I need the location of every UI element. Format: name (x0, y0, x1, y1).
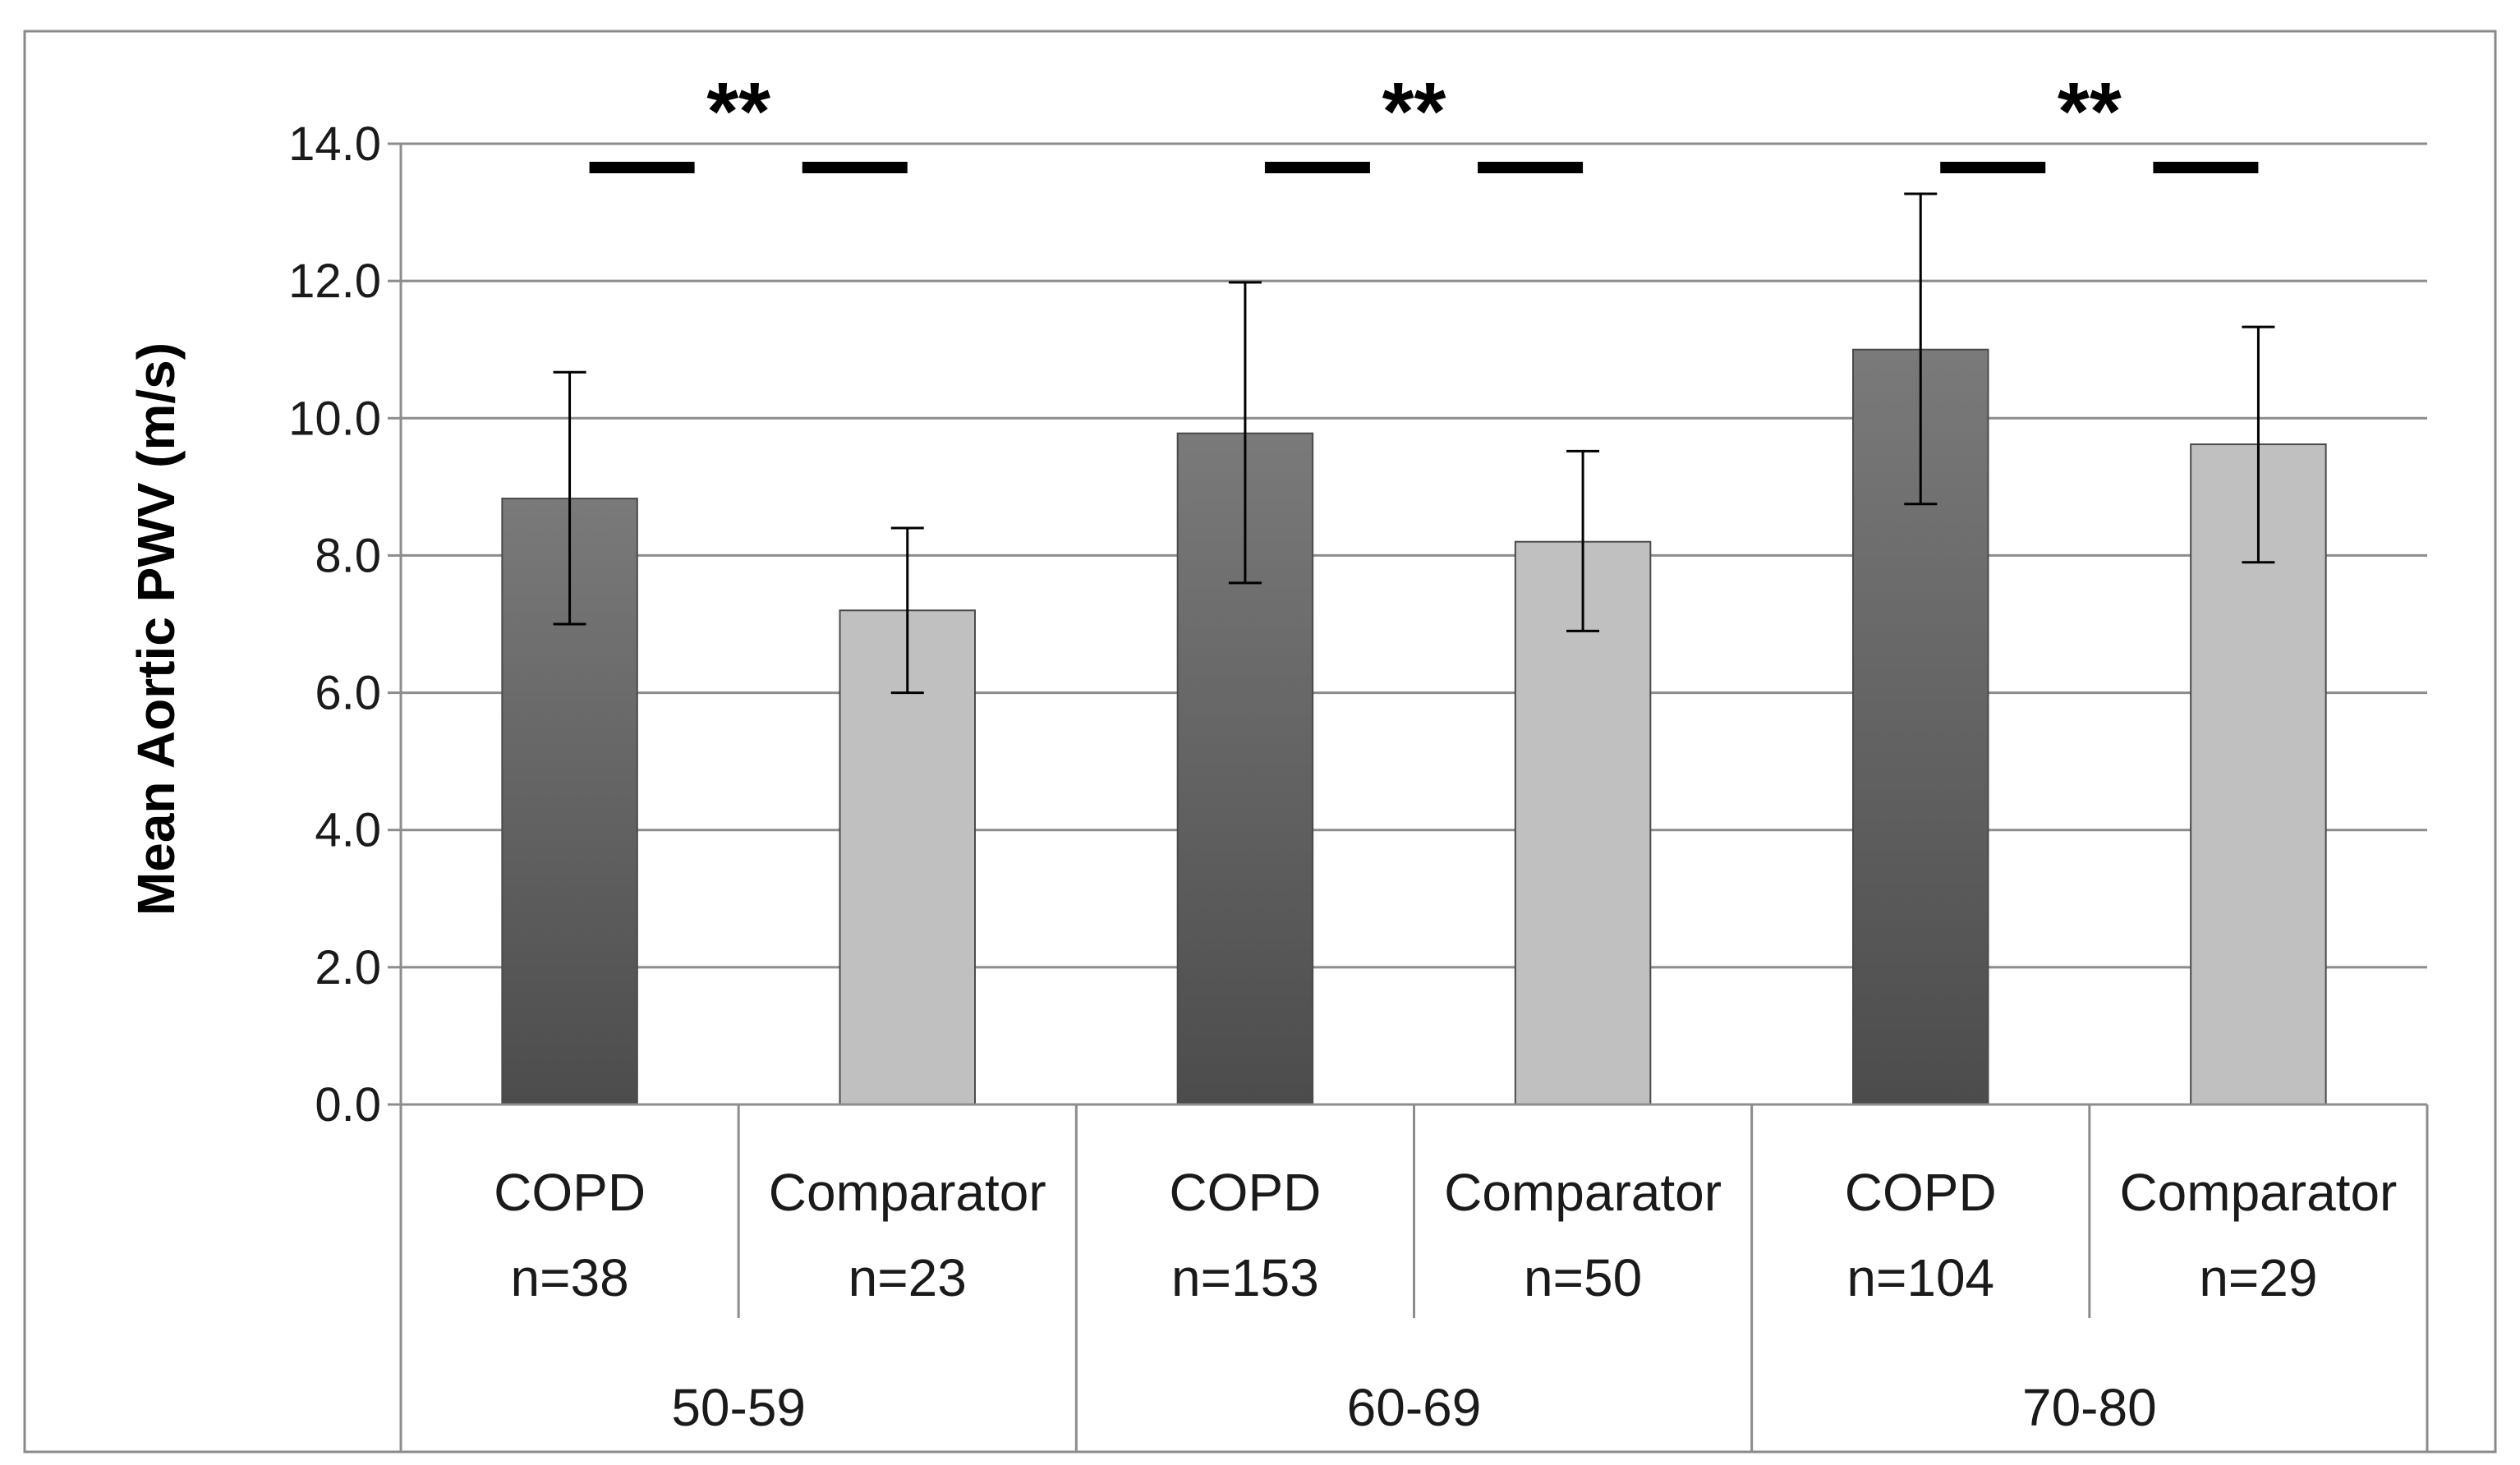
category-n-label: n=153 (1171, 1248, 1319, 1307)
category-label: Comparator (1444, 1163, 1722, 1222)
category-n-label: n=23 (848, 1248, 967, 1307)
y-tick-label: 8.0 (315, 529, 381, 582)
group-label: 60-69 (1347, 1378, 1482, 1437)
significance-marker: ** (2058, 66, 2122, 158)
category-label: COPD (1845, 1163, 1997, 1222)
significance-marker: ** (706, 66, 770, 158)
y-tick-label: 0.0 (315, 1078, 381, 1132)
y-tick-label: 4.0 (315, 804, 381, 857)
group-label: 70-80 (2022, 1378, 2157, 1437)
y-tick-label: 10.0 (288, 392, 381, 445)
bar-comparator-60-69 (1514, 540, 1652, 1105)
y-tick-label: 12.0 (288, 255, 381, 308)
y-tick-label: 14.0 (288, 117, 381, 171)
category-label: COPD (494, 1163, 646, 1222)
bars (501, 192, 2327, 1105)
category-n-label: n=29 (2199, 1248, 2317, 1307)
category-n-label: n=50 (1524, 1248, 1642, 1307)
axes (388, 142, 2429, 1452)
y-tick-label: 6.0 (315, 667, 381, 720)
y-axis-label: Mean Aortic PWV (m/s) (126, 342, 186, 916)
category-label: Comparator (769, 1163, 1046, 1222)
category-n-label: n=104 (1846, 1248, 1994, 1307)
y-tick-label: 2.0 (315, 941, 381, 994)
labels: 0.0 2.0 4.0 6.0 8.0 10.0 12.0 14.0 COPD n=38 Compa… (288, 66, 2397, 1437)
category-label: COPD (1169, 1163, 1321, 1222)
category-label: Comparator (2119, 1163, 2397, 1222)
category-n-label: n=38 (511, 1248, 629, 1307)
group-label: 50-59 (671, 1378, 806, 1437)
significance-marker: ** (1382, 66, 1446, 158)
